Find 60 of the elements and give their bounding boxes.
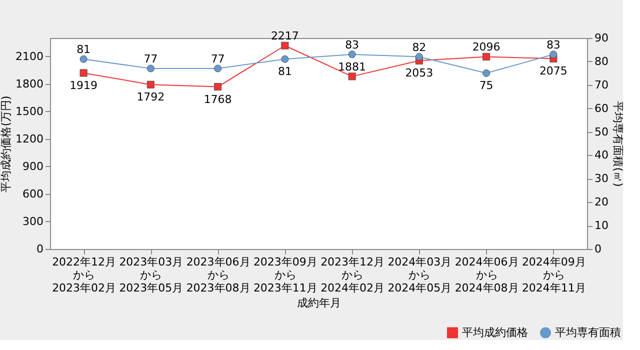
y2-tick-label: 0 bbox=[594, 242, 602, 256]
point bbox=[348, 72, 356, 80]
point bbox=[550, 50, 558, 58]
y-tick-label: 1500 bbox=[16, 104, 44, 118]
point bbox=[281, 42, 289, 50]
y-tick-label: 0 bbox=[36, 242, 44, 256]
y2-tick-label: 90 bbox=[594, 32, 608, 44]
data-label: 82 bbox=[412, 40, 426, 54]
y-tick-label: 600 bbox=[22, 187, 44, 200]
y2-tick-label: 20 bbox=[594, 196, 608, 209]
data-label: 1919 bbox=[70, 78, 98, 92]
data-label: 2217 bbox=[270, 30, 299, 43]
data-label: 75 bbox=[479, 79, 494, 92]
legend-label: 平均専有面積 bbox=[555, 326, 621, 339]
point bbox=[80, 69, 88, 77]
y2-tick-label: 50 bbox=[594, 125, 608, 138]
x-tick-label: 2022年12月から2023年02月 bbox=[52, 256, 116, 294]
data-label: 83 bbox=[546, 38, 560, 52]
data-label: 81 bbox=[76, 43, 91, 56]
data-label: 1768 bbox=[204, 92, 232, 106]
y2-tick-label: 80 bbox=[594, 54, 608, 68]
x-tick-label: 2024年09月から2024年11月 bbox=[522, 256, 586, 294]
y2-tick-label: 60 bbox=[594, 102, 608, 115]
data-label: 2075 bbox=[539, 64, 568, 78]
x-tick-label: 2023年03月から2023年05月 bbox=[119, 256, 184, 294]
point bbox=[482, 52, 490, 60]
point bbox=[80, 55, 88, 63]
point bbox=[415, 52, 423, 61]
point bbox=[214, 83, 222, 91]
data-label: 1881 bbox=[338, 60, 366, 74]
y2-tick-label: 10 bbox=[594, 219, 608, 232]
data-label: 77 bbox=[144, 52, 158, 66]
data-label: 2096 bbox=[472, 40, 500, 54]
y2-tick-label: 70 bbox=[594, 78, 608, 92]
x-tick-label: 2024年06月から2024年08月 bbox=[454, 256, 519, 294]
y-tick-label: 900 bbox=[22, 160, 44, 173]
y-tick-label: 1800 bbox=[16, 77, 44, 90]
data-label: 81 bbox=[278, 65, 292, 78]
point bbox=[146, 80, 154, 88]
data-label: 77 bbox=[210, 52, 225, 66]
x-tick-label: 2023年06月から2023年08月 bbox=[186, 256, 250, 294]
point bbox=[348, 50, 356, 58]
x-tick-label: 2023年09月から2023年11月 bbox=[253, 256, 318, 294]
data-label: 2053 bbox=[405, 66, 434, 80]
point bbox=[214, 64, 222, 72]
y-tick-label: 2100 bbox=[16, 50, 44, 63]
y2-tick-label: 30 bbox=[594, 172, 608, 186]
x-axis-title: 成約年月 bbox=[297, 296, 341, 310]
legend-label: 平均成約価格 bbox=[462, 326, 528, 339]
point bbox=[281, 55, 289, 63]
x-tick-label: 2024年03月から2024年05月 bbox=[388, 256, 452, 294]
y2-tick-label: 40 bbox=[594, 148, 608, 162]
y-axis-title: 平均成約価格(万円) bbox=[0, 96, 13, 192]
y-tick-label: 1200 bbox=[16, 132, 44, 146]
point bbox=[146, 64, 154, 72]
y-tick-label: 300 bbox=[22, 214, 44, 228]
data-label: 1792 bbox=[136, 90, 165, 104]
data-label: 83 bbox=[345, 38, 360, 52]
x-tick-label: 2023年12月から2024年02月 bbox=[320, 256, 385, 294]
point bbox=[482, 69, 490, 77]
